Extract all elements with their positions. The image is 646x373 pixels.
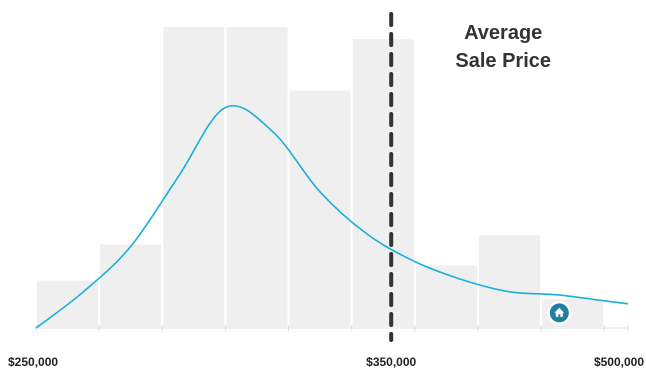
average-label-line-1: Average — [464, 22, 542, 44]
x-tick-label-3: $500,000 — [594, 355, 644, 369]
distribution-curve — [35, 105, 629, 329]
x-axis-tick-labels: $250,000 $350,000 $500,000 — [8, 355, 644, 369]
histogram-bar-2 — [98, 242, 164, 329]
property-marker[interactable] — [547, 300, 572, 325]
x-tick-label-2: $350,000 — [366, 355, 416, 369]
histogram-bar-6 — [350, 37, 416, 330]
histogram-bar-4 — [224, 25, 290, 329]
histogram-bar-3 — [161, 25, 227, 329]
histogram-bar-8 — [477, 233, 543, 330]
histogram-bars — [35, 25, 606, 330]
x-axis-ticks — [35, 325, 629, 331]
histogram-bar-5 — [287, 88, 353, 329]
home-icon — [554, 307, 565, 317]
x-tick-label-1: $250,000 — [8, 355, 58, 369]
average-label-line-2: Sale Price — [455, 50, 551, 72]
